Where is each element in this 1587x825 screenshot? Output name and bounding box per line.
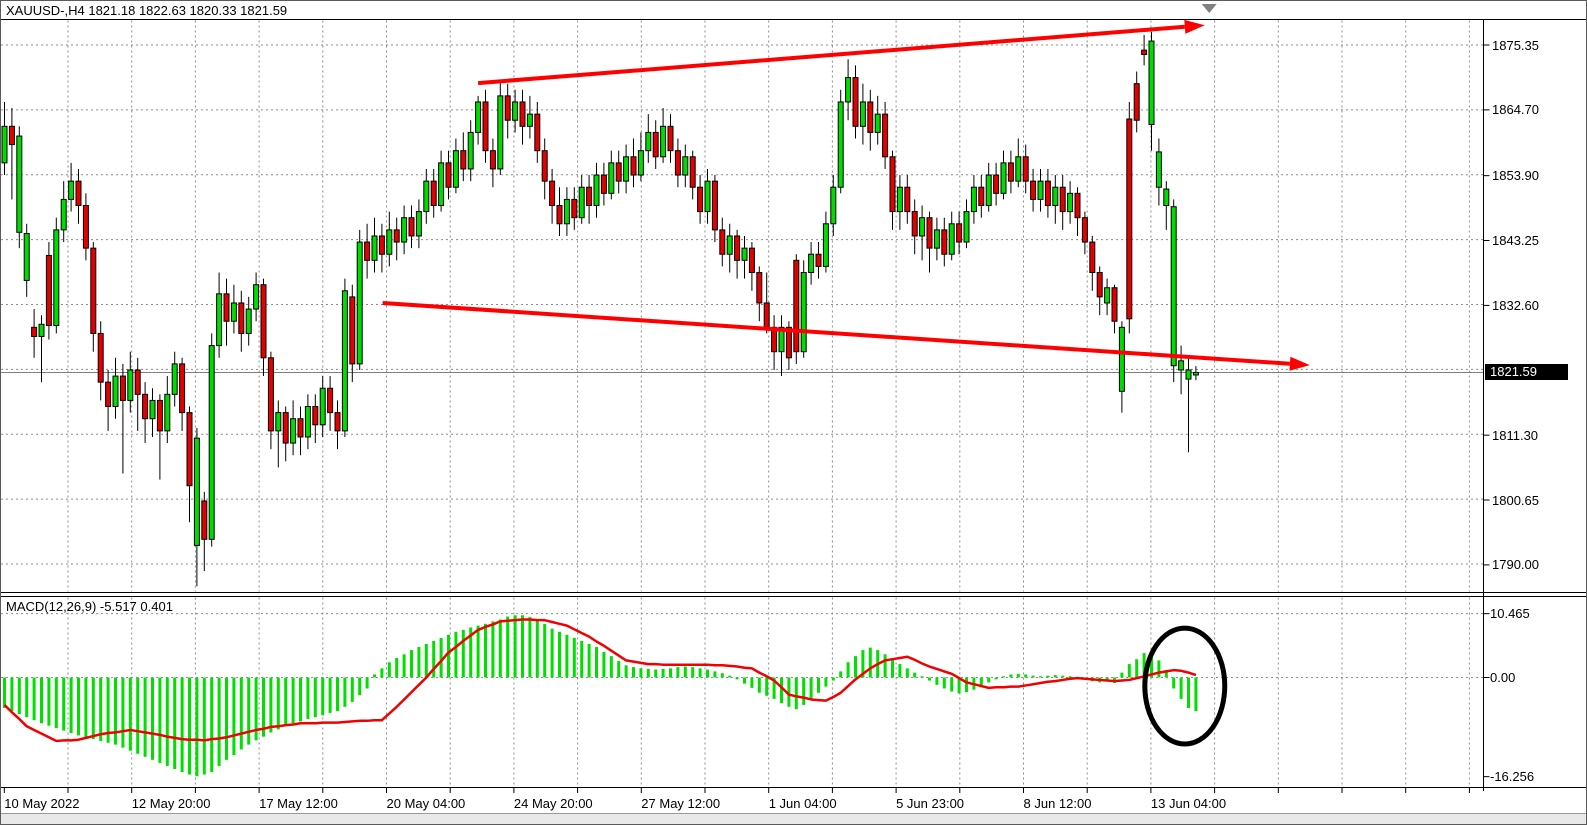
macd-axis-label: 0.00 [1490, 670, 1516, 685]
candlestick-series [1, 31, 1199, 587]
price-axis-label: 1843.25 [1492, 233, 1539, 249]
macd-axis-label: 10.465 [1490, 606, 1530, 622]
macd-circle-annotation[interactable] [1142, 625, 1228, 747]
macd-indicator-label: MACD(12,26,9) -5.517 0.401 [6, 599, 173, 614]
current-price-badge: 1821.59 [1485, 364, 1568, 380]
time-axis-label: 1 Jun 04:00 [768, 796, 837, 811]
time-axis-label: 17 May 12:00 [259, 796, 338, 811]
price-axis-label: 1853.90 [1492, 168, 1539, 184]
window-bottom-strip [0, 813, 1587, 825]
price-axis-label: 1800.65 [1492, 492, 1539, 508]
time-axis-label: 20 May 04:00 [386, 796, 466, 811]
price-axis-label: 1875.35 [1492, 37, 1539, 53]
time-axis-label: 12 May 20:00 [131, 796, 211, 811]
price-axis-label: 1864.70 [1492, 102, 1539, 118]
time-axis-label: 24 May 20:00 [513, 796, 593, 811]
ohlc-title: XAUUSD-,H4 1821.18 1822.63 1820.33 1821.… [6, 3, 288, 18]
time-axis-label: 13 Jun 04:00 [1150, 796, 1227, 811]
trendline-lower-support[interactable] [382, 300, 1310, 371]
price-axis-label: 1790.00 [1492, 557, 1539, 573]
macd-signal-line [3, 618, 1197, 743]
time-axis-label: 5 Jun 23:00 [896, 796, 965, 811]
price-axis-label: 1832.60 [1492, 297, 1539, 313]
macd-axis-label: -16.256 [1490, 769, 1535, 785]
macd-histogram [3, 615, 1198, 777]
time-axis-label: 10 May 2022 [4, 796, 80, 811]
time-axis-label: 8 Jun 12:00 [1023, 796, 1092, 811]
trendline-upper-resistance[interactable] [477, 19, 1205, 86]
down-triangle-marker[interactable] [1201, 4, 1217, 13]
time-axis-label: 27 May 12:00 [641, 796, 721, 811]
price-axis-label: 1811.30 [1492, 427, 1539, 443]
